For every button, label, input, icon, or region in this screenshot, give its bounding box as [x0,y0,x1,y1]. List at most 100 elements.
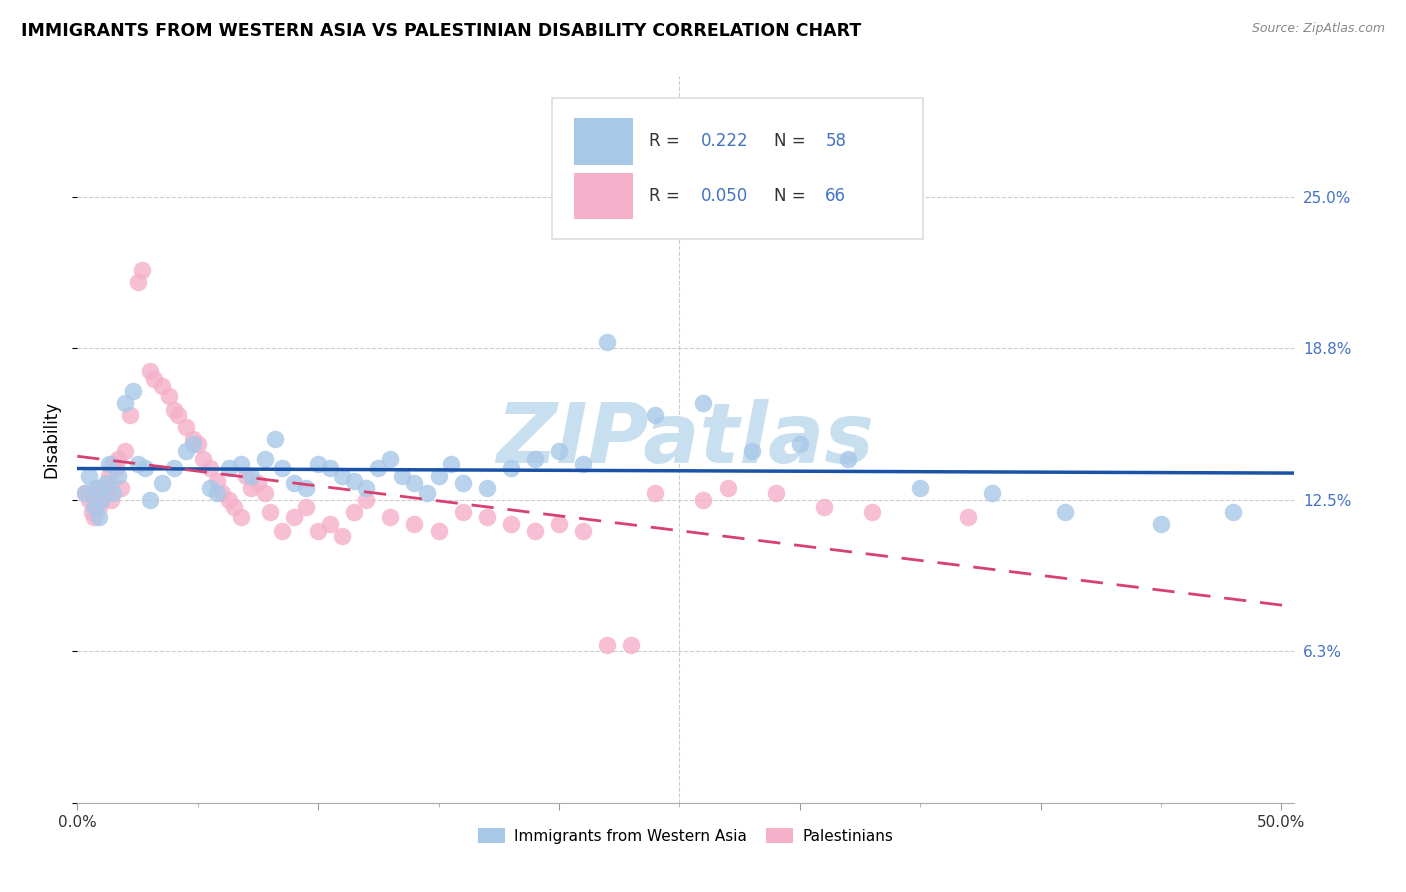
Point [439,457,461,471]
Point [239,468,262,483]
Point [404,475,426,490]
Point [229,509,252,524]
Point [73,485,96,500]
Point [93,481,115,495]
Point [254,451,277,466]
Point [181,437,204,451]
Text: IMMIGRANTS FROM WESTERN ASIA VS PALESTINIAN DISABILITY CORRELATION CHART: IMMIGRANTS FROM WESTERN ASIA VS PALESTIN… [21,22,862,40]
Point [499,517,522,532]
Point [451,475,474,490]
Text: 0.222: 0.222 [702,132,749,150]
Point [415,485,437,500]
Point [157,389,180,403]
Point [499,461,522,475]
Point [163,403,186,417]
Point [131,262,153,277]
Point [87,509,110,524]
Text: N =: N = [775,186,811,205]
Point [837,451,859,466]
Point [198,481,221,495]
Point [205,485,228,500]
FancyBboxPatch shape [574,172,633,219]
Point [229,457,252,471]
Point [644,485,666,500]
Point [163,461,186,475]
Point [107,451,129,466]
Point [475,509,498,524]
Point [1053,505,1076,519]
Point [198,461,221,475]
Point [150,379,173,393]
Point [187,437,209,451]
Point [114,396,136,410]
Point [380,451,402,466]
Point [330,468,353,483]
Point [121,384,143,398]
Point [910,481,932,495]
Text: R =: R = [650,132,685,150]
Point [356,481,378,495]
Point [80,505,103,519]
Point [343,474,366,488]
Text: Source: ZipAtlas.com: Source: ZipAtlas.com [1251,22,1385,36]
Point [307,457,329,471]
Point [523,451,546,466]
Point [239,481,262,495]
Point [218,492,240,507]
Point [138,492,160,507]
Point [789,437,811,451]
Point [174,420,197,434]
Point [572,457,595,471]
Point [83,500,105,515]
Text: R =: R = [650,186,685,205]
Point [90,492,112,507]
FancyBboxPatch shape [551,97,922,239]
Point [644,408,666,422]
Point [283,475,305,490]
Point [79,468,101,483]
Point [427,524,450,539]
Point [97,468,120,483]
Point [860,505,883,519]
Point [981,485,1004,500]
Point [134,461,156,475]
FancyBboxPatch shape [574,118,633,164]
Point [114,444,136,458]
Point [174,444,197,458]
Point [451,505,474,519]
Point [218,461,240,475]
Point [319,517,342,532]
Point [716,481,738,495]
Text: 0.050: 0.050 [702,186,748,205]
Point [475,481,498,495]
Point [211,485,233,500]
Point [73,485,96,500]
Point [283,509,305,524]
Point [523,524,546,539]
Text: 66: 66 [825,186,846,205]
Point [263,432,285,446]
Point [246,475,269,490]
Point [813,500,835,515]
Point [181,432,204,446]
Point [620,638,643,652]
Point [330,529,353,543]
Point [404,517,426,532]
Point [548,517,571,532]
Text: N =: N = [775,132,811,150]
Point [572,524,595,539]
Point [127,275,149,289]
Y-axis label: Disability: Disability [42,401,60,478]
Point [79,492,101,507]
Point [191,451,214,466]
Point [222,500,245,515]
Point [143,372,166,386]
Point [692,492,714,507]
Point [86,481,108,495]
Point [138,364,160,378]
Point [692,396,714,410]
Point [83,509,105,524]
Point [271,461,294,475]
Point [427,468,450,483]
Point [97,457,120,471]
